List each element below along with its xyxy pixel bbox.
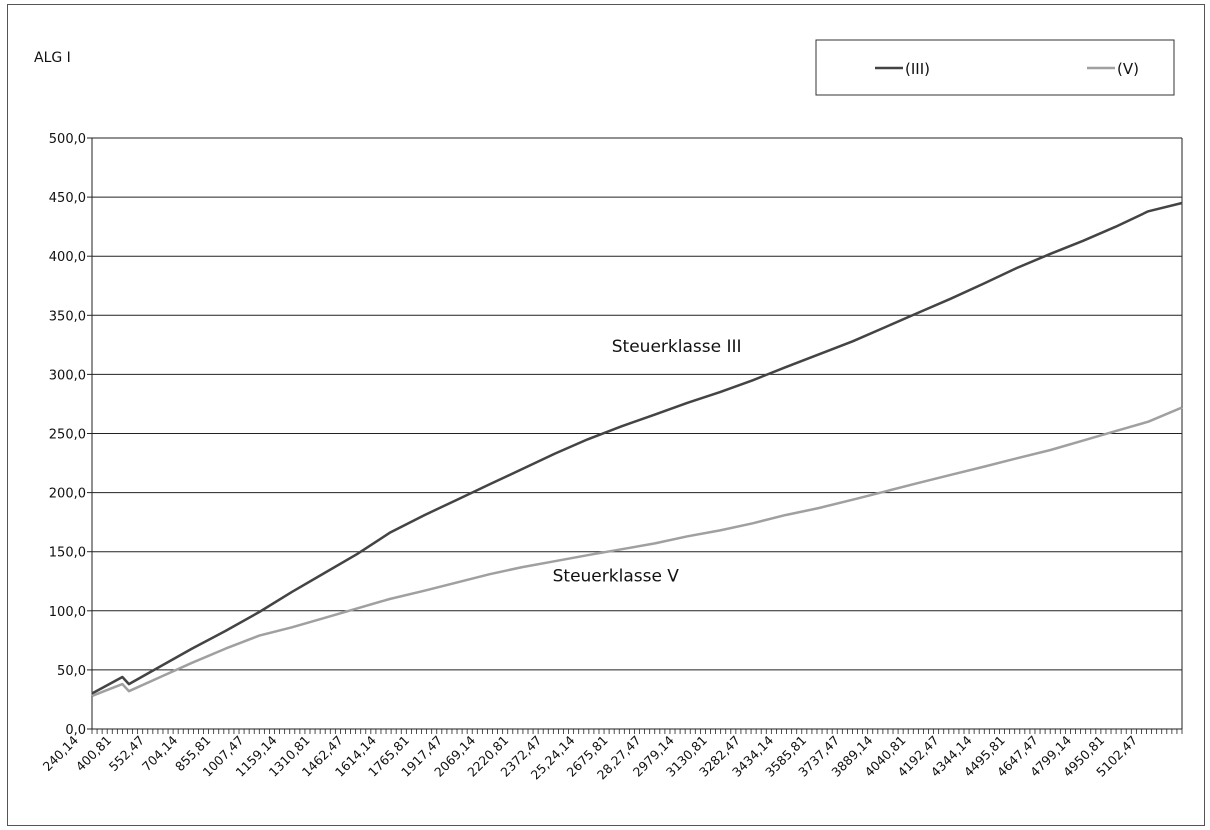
y-tick-label: 100,0 (49, 605, 86, 620)
series-lines (91, 201, 1183, 698)
axes (87, 137, 1183, 734)
y-tick-label: 300,0 (49, 368, 86, 383)
chart-frame (7, 4, 1205, 826)
x-tick-labels: 240,14400,81552,47704,14855,811007,47115… (40, 732, 1141, 782)
grid-lines (92, 137, 1182, 730)
x-tick-label: 240,14 (40, 732, 82, 774)
series-line-iii (91, 201, 1183, 695)
legend-label-iii: (III) (905, 60, 930, 78)
y-tick-label: 500,0 (49, 132, 86, 147)
legend: (III) (V) (815, 39, 1175, 96)
annotation-label: Steuerklasse III (612, 337, 742, 357)
x-tick-label: 552,47 (106, 733, 148, 775)
annotations: Steuerklasse III Steuerklasse V (553, 337, 742, 586)
y-tick-label: 0,0 (65, 723, 86, 738)
y-tick-label: 200,0 (49, 487, 86, 502)
y-tick-label: 150,0 (49, 546, 86, 561)
y-tick-label: 400,0 (49, 250, 86, 265)
series-line-v (91, 406, 1183, 698)
y-axis-label: ALG I (34, 50, 71, 66)
y-tick-label: 350,0 (49, 309, 86, 324)
y-tick-label: 250,0 (49, 428, 86, 443)
x-tick-label: 704,14 (139, 732, 181, 774)
y-tick-label: 450,0 (49, 191, 86, 206)
y-tick-labels: 0,0 50,0 100,0 150,0 200,0 250,0 300,0 350,0 400… (49, 132, 86, 738)
y-tick-label: 50,0 (57, 664, 86, 679)
x-tick-label: 400,81 (73, 733, 115, 775)
annotation-label: Steuerklasse V (553, 566, 680, 586)
legend-label-v: (V) (1117, 60, 1139, 78)
